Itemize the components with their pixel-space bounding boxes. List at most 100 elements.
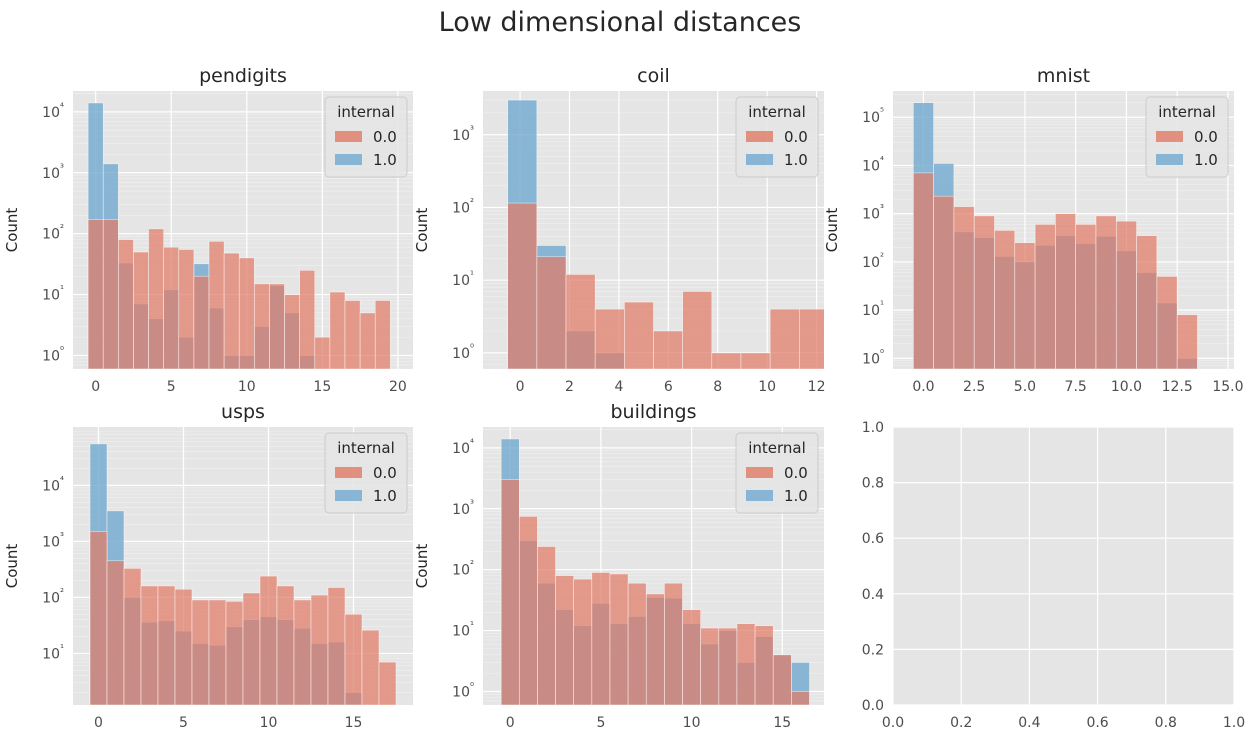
y-tick-label: 10³ [862, 204, 884, 223]
y-tick-exponent: ⁰ [470, 343, 474, 354]
bar-internal-0.0 [645, 593, 665, 705]
bar-internal-0.0 [772, 654, 792, 705]
bar-internal-0.0 [711, 352, 742, 369]
bar-internal-0.0 [536, 256, 567, 369]
legend-swatch-1.0 [746, 154, 773, 165]
bar-internal-0.0 [87, 219, 104, 369]
legend-entry-0.0: 0.0 [784, 464, 808, 482]
x-tick-label: 1.0 [1223, 715, 1245, 731]
bar-internal-0.0 [518, 516, 538, 705]
bar-internal-0.0 [242, 592, 261, 705]
bar-internal-0.0 [994, 230, 1016, 369]
bar-internal-0.0 [769, 308, 800, 369]
bar-internal-0.0 [912, 172, 934, 369]
y-tick-exponent: ¹ [470, 621, 474, 632]
y-tick-exponent: ³ [60, 531, 64, 542]
legend-swatch-1.0 [1156, 154, 1183, 165]
bar-internal-0.0 [1055, 213, 1076, 369]
y-tick-exponent: ² [470, 197, 474, 208]
x-tick-label: 10 [238, 379, 256, 395]
bar-internal-0.0 [973, 215, 995, 369]
bar-internal-0.0 [565, 274, 596, 369]
bar-internal-0.0 [118, 239, 134, 369]
bar-internal-0.0 [254, 283, 270, 369]
x-tick-label: 6 [664, 379, 673, 395]
subplot-pendigits: pendigits 0 5 10 15 20 10⁰ 10¹ 10² 10³ 10⁴ Count int… [3, 65, 413, 395]
y-tick-label: 10¹ [452, 270, 474, 289]
bar-internal-0.0 [378, 661, 397, 705]
bar-internal-0.0 [740, 352, 771, 369]
y-tick-exponent: ⁰ [880, 348, 884, 359]
bars [912, 102, 1198, 369]
x-tick-label: 2.5 [963, 379, 985, 395]
bar-internal-0.0 [1095, 215, 1117, 369]
y-tick-label: 10⁴ [862, 155, 884, 174]
bars [500, 438, 810, 705]
y-tick-exponent: ³ [880, 204, 884, 215]
bar-internal-0.0 [682, 609, 701, 705]
bar-internal-0.0 [627, 582, 647, 705]
legend-swatch-0.0 [335, 131, 362, 142]
legend: internal 0.0 1.0 [324, 96, 408, 178]
bar-internal-0.0 [1176, 314, 1198, 369]
x-tick-label: 8 [713, 379, 722, 395]
legend-swatch-0.0 [1156, 131, 1183, 142]
bar-internal-0.0 [178, 249, 195, 369]
y-tick-label: 10⁵ [862, 107, 884, 126]
bar-internal-0.0 [259, 575, 278, 705]
legend: internal 0.0 1.0 [735, 432, 819, 514]
bar-internal-0.0 [500, 479, 520, 705]
x-tick-label: 0 [506, 715, 515, 731]
y-tick-exponent: ¹ [470, 270, 474, 281]
bar-internal-0.0 [344, 613, 363, 705]
bar-internal-0.0 [208, 240, 225, 369]
y-tick-exponent: ³ [470, 499, 474, 510]
legend-title: internal [337, 103, 395, 121]
y-tick-label: 0.4 [862, 587, 884, 603]
bar-internal-0.0 [140, 585, 159, 705]
y-tick-label: 10⁴ [42, 475, 64, 494]
x-tick-label: 0.8 [1155, 715, 1177, 731]
y-tick-label: 10³ [452, 125, 474, 144]
bar-internal-0.0 [314, 336, 331, 369]
legend-entry-1.0: 1.0 [784, 487, 808, 505]
x-tick-label: 0.0 [912, 379, 934, 395]
bar-internal-0.0 [591, 572, 611, 705]
subplot-coil: coil 0 2 4 6 8 10 12 10⁰ 10¹ 10² 10³ Count internal 0.… [413, 65, 826, 395]
y-tick-label: 10² [42, 587, 64, 606]
x-tick-label: 12 [808, 379, 826, 395]
bar-internal-0.0 [310, 594, 329, 705]
bar-internal-0.0 [736, 623, 756, 705]
y-tick-label: 10⁰ [452, 343, 474, 362]
y-axis-label: Count [823, 208, 841, 253]
legend-swatch-0.0 [335, 467, 362, 478]
legend: internal 0.0 1.0 [324, 432, 408, 514]
y-tick-label: 0.6 [862, 531, 884, 547]
y-tick-label: 10¹ [42, 285, 64, 304]
bar-internal-0.0 [507, 202, 538, 369]
bar-internal-0.0 [284, 294, 300, 369]
y-tick-exponent: ⁵ [880, 107, 884, 118]
x-tick-label: 15.0 [1212, 379, 1243, 395]
y-tick-label: 0.8 [862, 476, 884, 492]
y-tick-exponent: ⁰ [60, 345, 64, 356]
bar-internal-0.0 [276, 585, 295, 705]
legend-entry-1.0: 1.0 [1194, 151, 1218, 169]
subplot-title: usps [221, 401, 265, 423]
x-tick-label: 10.0 [1111, 379, 1142, 395]
legend-title: internal [1158, 103, 1216, 121]
y-tick-label: 10⁴ [42, 102, 64, 121]
bar-internal-0.0 [133, 251, 149, 369]
bar-internal-0.0 [223, 252, 240, 369]
bar-internal-0.0 [329, 291, 346, 369]
y-tick-label: 10³ [42, 163, 64, 182]
bar-internal-0.0 [163, 246, 180, 369]
y-axis-label: Count [413, 208, 431, 253]
bar-internal-0.0 [269, 283, 285, 369]
bar-internal-0.0 [798, 308, 824, 369]
bar-internal-0.0 [933, 195, 955, 369]
bar-internal-0.0 [293, 599, 312, 705]
y-tick-label: 10⁰ [452, 681, 474, 700]
y-tick-label: 10³ [42, 531, 64, 550]
